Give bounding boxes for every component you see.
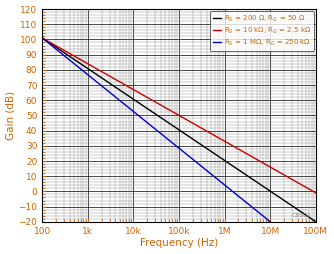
R$_S$ = 10 kΩ, R$_G$ = 2.5 kΩ (256, 158, 260, 162)
R$_S$ = 1 MΩ, R$_G$ = 250 kΩ (306, 250, 310, 253)
R$_S$ = 200 Ω, R$_G$ = 50 Ω (314, 220, 318, 223)
R$_S$ = 10 kΩ, R$_G$ = 2.5 kΩ (306, 187, 310, 190)
R$_S$ = 200 Ω, R$_G$ = 50 Ω (256, 181, 260, 184)
R$_S$ = 200 Ω, R$_G$ = 50 Ω (306, 215, 310, 218)
R$_S$ = 200 Ω, R$_G$ = 50 Ω (166, 121, 170, 124)
R$_S$ = 1 MΩ, R$_G$ = 250 kΩ (54, 48, 58, 51)
R$_S$ = 10 kΩ, R$_G$ = 2.5 kΩ (166, 108, 170, 111)
R$_S$ = 10 kΩ, R$_G$ = 2.5 kΩ (173, 112, 177, 115)
R$_S$ = 10 kΩ, R$_G$ = 2.5 kΩ (306, 187, 310, 190)
R$_S$ = 200 Ω, R$_G$ = 50 Ω (173, 126, 177, 129)
Legend: R$_S$ = 200 Ω, R$_G$ = 50 Ω, R$_S$ = 10 kΩ, R$_G$ = 2.5 kΩ, R$_S$ = 1 MΩ, R$_G$ : R$_S$ = 200 Ω, R$_G$ = 50 Ω, R$_S$ = 10 … (210, 11, 314, 51)
Text: C8S01: C8S01 (292, 213, 312, 217)
Line: R$_S$ = 10 kΩ, R$_G$ = 2.5 kΩ: R$_S$ = 10 kΩ, R$_G$ = 2.5 kΩ (42, 38, 316, 193)
R$_S$ = 1 MΩ, R$_G$ = 250 kΩ (256, 210, 260, 213)
R$_S$ = 1 MΩ, R$_G$ = 250 kΩ (173, 144, 177, 147)
R$_S$ = 200 Ω, R$_G$ = 50 Ω (40, 36, 44, 39)
R$_S$ = 10 kΩ, R$_G$ = 2.5 kΩ (40, 36, 44, 39)
Line: R$_S$ = 200 Ω, R$_G$ = 50 Ω: R$_S$ = 200 Ω, R$_G$ = 50 Ω (42, 38, 316, 222)
R$_S$ = 200 Ω, R$_G$ = 50 Ω (306, 215, 310, 218)
R$_S$ = 1 MΩ, R$_G$ = 250 kΩ (306, 251, 310, 254)
X-axis label: Frequency (Hz): Frequency (Hz) (140, 239, 218, 248)
Line: R$_S$ = 1 MΩ, R$_G$ = 250 kΩ: R$_S$ = 1 MΩ, R$_G$ = 250 kΩ (42, 38, 316, 254)
R$_S$ = 10 kΩ, R$_G$ = 2.5 kΩ (54, 44, 58, 47)
R$_S$ = 10 kΩ, R$_G$ = 2.5 kΩ (314, 192, 318, 195)
R$_S$ = 1 MΩ, R$_G$ = 250 kΩ (166, 138, 170, 141)
R$_S$ = 1 MΩ, R$_G$ = 250 kΩ (40, 36, 44, 39)
R$_S$ = 200 Ω, R$_G$ = 50 Ω (54, 46, 58, 49)
Y-axis label: Gain (dB): Gain (dB) (6, 91, 16, 140)
